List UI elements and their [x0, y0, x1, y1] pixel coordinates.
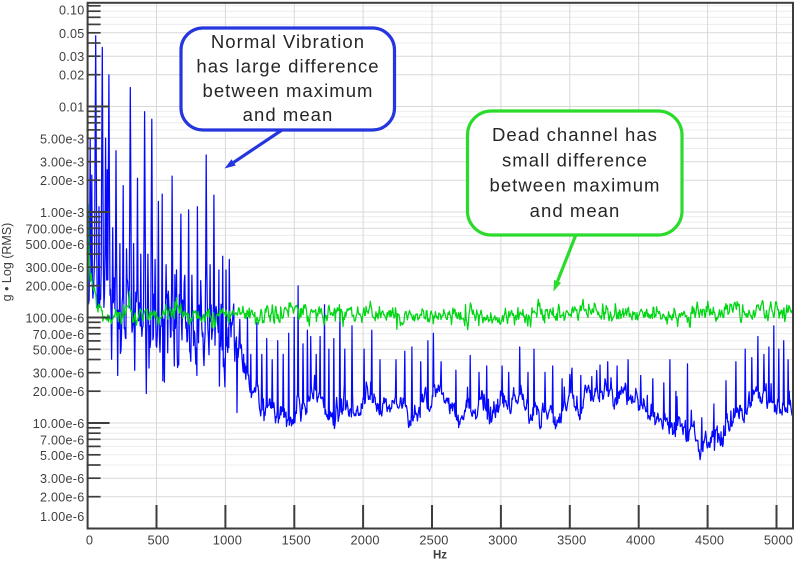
- svg-text:between maximum: between maximum: [489, 175, 660, 196]
- svg-text:Hz: Hz: [433, 550, 447, 562]
- svg-text:0.10: 0.10: [59, 4, 85, 18]
- svg-text:200.00e-6: 200.00e-6: [26, 280, 85, 294]
- svg-text:small difference: small difference: [502, 149, 648, 170]
- svg-text:5.00e-6: 5.00e-6: [40, 449, 84, 463]
- svg-text:0.05: 0.05: [59, 27, 85, 41]
- svg-text:0.03: 0.03: [59, 50, 85, 64]
- svg-text:1500: 1500: [282, 533, 311, 548]
- svg-text:2.00e-6: 2.00e-6: [40, 491, 84, 505]
- svg-text:has large difference: has large difference: [196, 55, 379, 76]
- svg-text:700.00e-6: 700.00e-6: [26, 222, 85, 236]
- svg-text:2500: 2500: [419, 533, 448, 548]
- svg-text:0.02: 0.02: [59, 69, 85, 83]
- svg-text:3.00e-3: 3.00e-3: [40, 156, 84, 170]
- svg-text:300.00e-6: 300.00e-6: [26, 261, 85, 275]
- svg-text:30.00e-6: 30.00e-6: [33, 367, 85, 381]
- svg-text:3500: 3500: [557, 533, 586, 548]
- svg-text:7.00e-6: 7.00e-6: [40, 433, 84, 447]
- svg-text:3000: 3000: [488, 533, 517, 548]
- svg-text:1.00e-3: 1.00e-3: [40, 206, 84, 220]
- svg-text:and mean: and mean: [243, 104, 334, 125]
- svg-text:2000: 2000: [350, 533, 379, 548]
- svg-text:4500: 4500: [695, 533, 724, 548]
- svg-text:100.00e-6: 100.00e-6: [26, 312, 85, 326]
- svg-text:4000: 4000: [626, 533, 655, 548]
- svg-text:10.00e-6: 10.00e-6: [33, 417, 85, 431]
- svg-text:500: 500: [148, 533, 170, 548]
- svg-text:1.00e-6: 1.00e-6: [40, 510, 84, 524]
- svg-text:between maximum: between maximum: [202, 80, 373, 101]
- svg-text:Dead channel has: Dead channel has: [492, 124, 658, 145]
- svg-text:Normal Vibration: Normal Vibration: [211, 31, 365, 52]
- svg-text:g • Log (RMS): g • Log (RMS): [0, 223, 14, 302]
- svg-text:5.00e-3: 5.00e-3: [40, 132, 84, 146]
- svg-text:0.01: 0.01: [59, 101, 85, 115]
- svg-text:3.00e-6: 3.00e-6: [40, 472, 84, 486]
- svg-text:and mean: and mean: [530, 200, 621, 221]
- svg-text:70.00e-6: 70.00e-6: [33, 328, 85, 342]
- svg-text:5000: 5000: [764, 533, 793, 548]
- svg-text:20.00e-6: 20.00e-6: [33, 385, 85, 399]
- svg-text:2.00e-3: 2.00e-3: [40, 174, 84, 188]
- svg-text:50.00e-6: 50.00e-6: [33, 343, 85, 357]
- svg-text:0: 0: [86, 533, 93, 548]
- svg-text:500.00e-6: 500.00e-6: [26, 238, 85, 252]
- svg-text:1000: 1000: [213, 533, 242, 548]
